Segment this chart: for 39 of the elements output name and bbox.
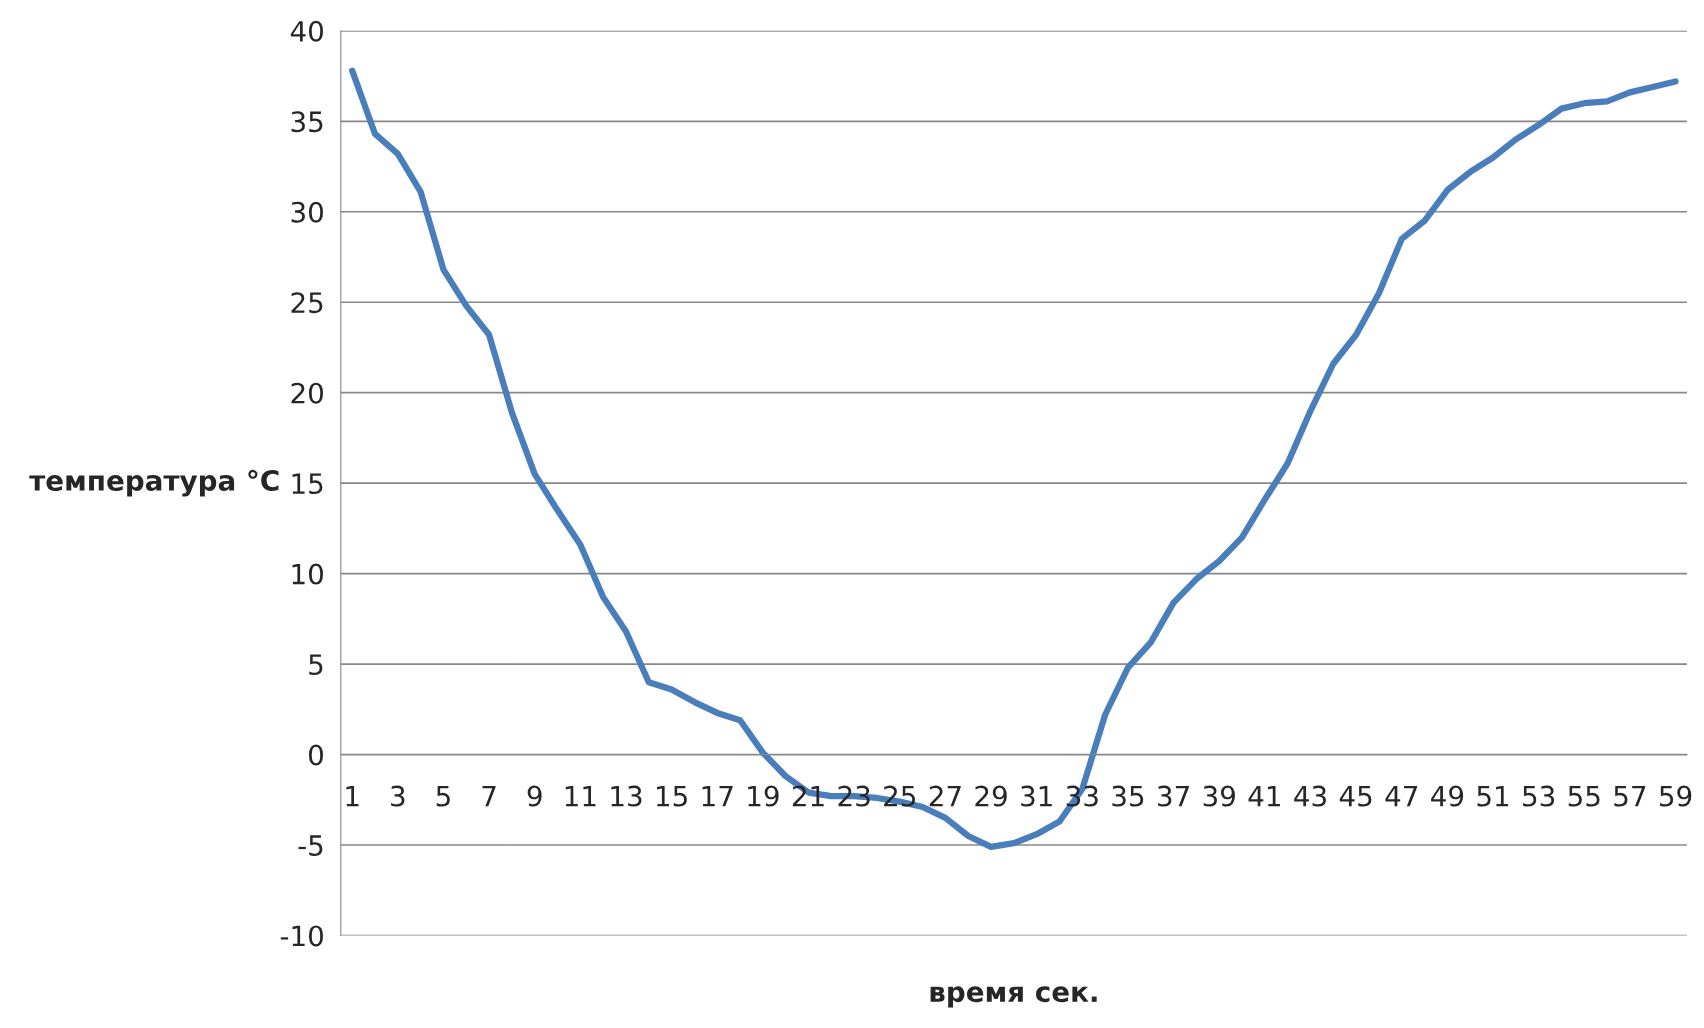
x-tick-label: 39: [1203, 785, 1235, 807]
x-tick-label: 15: [657, 785, 687, 807]
y-tick-label: 40: [290, 20, 323, 42]
x-axis-title: время сек.: [930, 986, 1097, 1008]
y-tick-label: 20: [291, 382, 323, 404]
x-tick-label: 5: [436, 785, 450, 807]
x-tick-label: 49: [1431, 785, 1464, 807]
x-tick-label: 59: [1660, 785, 1692, 807]
y-tick-label: 25: [291, 292, 323, 314]
x-tick-label: 7: [482, 785, 496, 807]
x-tick-label: 3: [391, 785, 405, 807]
x-tick-label: 17: [702, 785, 733, 807]
x-tick-label: 27: [929, 785, 961, 807]
x-tick-label: 29: [975, 785, 1007, 807]
x-tick-label: 53: [1523, 785, 1555, 807]
x-tick-label: 37: [1158, 785, 1189, 807]
x-tick-label: 47: [1385, 785, 1418, 807]
x-tick-label: 45: [1339, 785, 1372, 807]
y-tick-label: -10: [280, 925, 323, 947]
x-tick-label: 31: [1021, 785, 1052, 807]
x-tick-label: 11: [565, 785, 596, 807]
y-tick-label: 30: [291, 201, 323, 223]
x-tick-label: 35: [1112, 785, 1144, 807]
x-tick-label: 55: [1568, 785, 1600, 807]
y-tick-label: 5: [309, 654, 323, 676]
x-tick-label: 57: [1614, 785, 1646, 807]
y-tick-label: 15: [292, 473, 323, 495]
x-tick-label: 43: [1294, 785, 1326, 807]
x-tick-label: 41: [1248, 785, 1280, 807]
y-tick-label: 10: [292, 563, 323, 585]
x-tick-label: 19: [748, 785, 779, 807]
y-tick-label: 0: [308, 744, 323, 766]
y-tick-label: 35: [291, 111, 323, 133]
y-axis-title: температура °C: [29, 469, 279, 497]
y-tick-label: -5: [298, 835, 323, 856]
x-tick-label: 51: [1477, 785, 1509, 807]
x-tick-label: 13: [611, 785, 642, 807]
x-tick-label: 9: [527, 785, 542, 807]
x-tick-label: 1: [346, 785, 359, 807]
